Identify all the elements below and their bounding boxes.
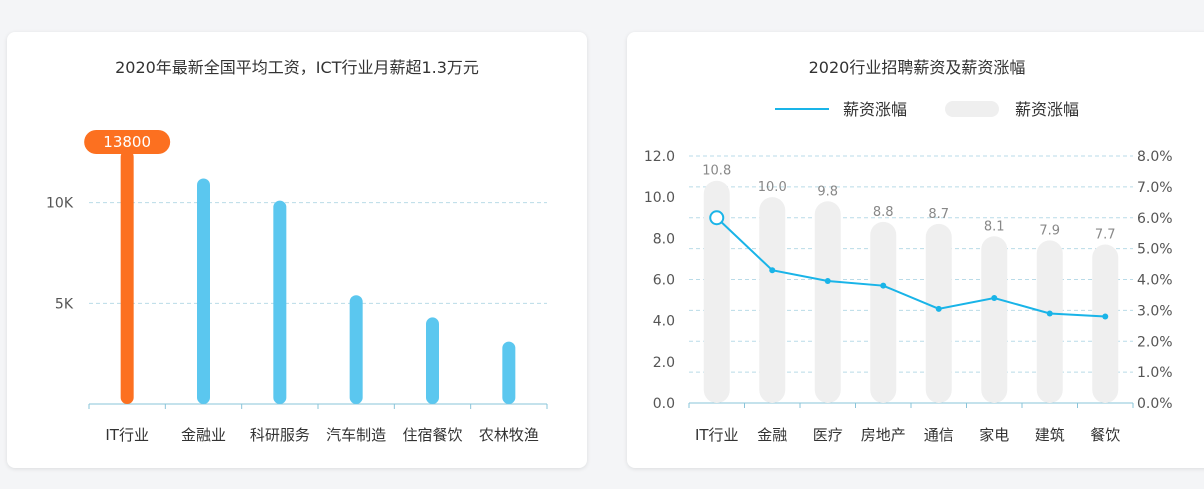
- bar-value-label: 7.9: [1039, 223, 1060, 238]
- x-tick-label: 房地产: [861, 426, 906, 444]
- bar-value-label: 10.0: [758, 180, 787, 195]
- left-y-tick-label: 6.0: [653, 273, 675, 289]
- left-y-tick-label: 12.0: [644, 149, 675, 165]
- right-y-tick-label: 0.0%: [1137, 396, 1173, 412]
- left-y-tick-label: 4.0: [653, 314, 675, 330]
- left-chart-title: 2020年最新全国平均工资，ICT行业月薪超1.3万元: [115, 58, 479, 77]
- bar: [120, 150, 134, 404]
- right-y-tick-label: 4.0%: [1137, 273, 1173, 289]
- line-point-active: [709, 210, 725, 226]
- x-tick-label: 金融: [757, 426, 787, 444]
- bar: [703, 180, 730, 403]
- y-tick-label: 10K: [46, 196, 74, 212]
- left-y-tick-label: 8.0: [653, 231, 675, 247]
- right-y-tick-label: 3.0%: [1137, 303, 1173, 319]
- x-tick-label: 医疗: [813, 426, 843, 444]
- right-y-tick-label: 1.0%: [1137, 365, 1173, 381]
- bar: [981, 236, 1008, 403]
- bar-value-label: 8.7: [928, 207, 949, 222]
- x-tick-label: 家电: [979, 426, 1009, 444]
- x-tick-label: 餐饮: [1090, 426, 1120, 444]
- bar: [1036, 240, 1063, 403]
- left-y-tick-label: 2.0: [653, 355, 675, 371]
- x-tick-label: IT行业: [695, 426, 739, 444]
- right-y-tick-label: 5.0%: [1137, 242, 1173, 258]
- bar: [925, 223, 952, 403]
- bar-value-label: 10.8: [702, 164, 731, 179]
- bar: [759, 197, 786, 403]
- legend-label: 薪资涨幅: [843, 100, 907, 119]
- legend-label: 薪资涨幅: [1015, 100, 1079, 119]
- salary-chart-card: 2020年最新全国平均工资，ICT行业月薪超1.3万元 5K 10K IT行业 金融业…: [7, 32, 587, 468]
- left-y-tick-label: 10.0: [644, 190, 675, 206]
- right-y-tick-label: 7.0%: [1137, 180, 1173, 196]
- left-y-tick-label: 0.0: [653, 396, 675, 412]
- bar: [273, 200, 287, 404]
- recruit-chart-card: 2020行业招聘薪资及薪资涨幅 0.0% 1.0% 2.0% 3.0% 4.0% 5.0%…: [627, 32, 1204, 468]
- bar: [814, 201, 841, 403]
- line-point: [880, 282, 887, 289]
- bar-value-label: 9.8: [817, 184, 838, 199]
- highlight-label: 13800: [103, 133, 151, 151]
- x-tick-label: 汽车制造: [326, 426, 386, 444]
- line-point: [1046, 310, 1053, 317]
- right-chart-title: 2020行业招聘薪资及薪资涨幅: [809, 58, 1026, 77]
- salary-bar-chart: 2020年最新全国平均工资，ICT行业月薪超1.3万元 5K 10K IT行业 金融业…: [46, 58, 548, 444]
- bar: [502, 341, 516, 404]
- bar: [349, 295, 363, 404]
- recruit-combo-chart: 2020行业招聘薪资及薪资涨幅 0.0% 1.0% 2.0% 3.0% 4.0% 5.0%…: [644, 58, 1173, 444]
- bar: [870, 221, 897, 403]
- line-point: [1102, 313, 1109, 320]
- right-y-tick-label: 2.0%: [1137, 334, 1173, 350]
- right-y-tick-label: 6.0%: [1137, 211, 1173, 227]
- y-tick-label: 5K: [55, 296, 74, 312]
- x-tick-label: 住宿餐饮: [402, 426, 462, 444]
- line-point: [769, 267, 776, 274]
- x-tick-label: 通信: [924, 426, 954, 444]
- line-point: [991, 295, 998, 302]
- bar-value-label: 8.8: [873, 205, 894, 220]
- x-tick-label: 农林牧渔: [479, 426, 539, 444]
- x-tick-label: 科研服务: [250, 426, 310, 444]
- line-point: [824, 278, 831, 285]
- series-line: [716, 217, 1106, 318]
- bar-value-label: 8.1: [984, 219, 1005, 234]
- x-tick-label: 建筑: [1035, 426, 1065, 444]
- highlight-badge: [84, 130, 171, 154]
- bar: [197, 178, 210, 404]
- legend-bar-swatch: [945, 101, 999, 117]
- bar-value-label: 7.7: [1095, 228, 1116, 243]
- bar: [1092, 244, 1119, 403]
- right-y-tick-label: 8.0%: [1137, 149, 1173, 165]
- bar: [426, 317, 439, 404]
- x-tick-label: 金融业: [181, 426, 226, 444]
- x-tick-label: IT行业: [105, 426, 149, 444]
- line-point: [935, 305, 942, 312]
